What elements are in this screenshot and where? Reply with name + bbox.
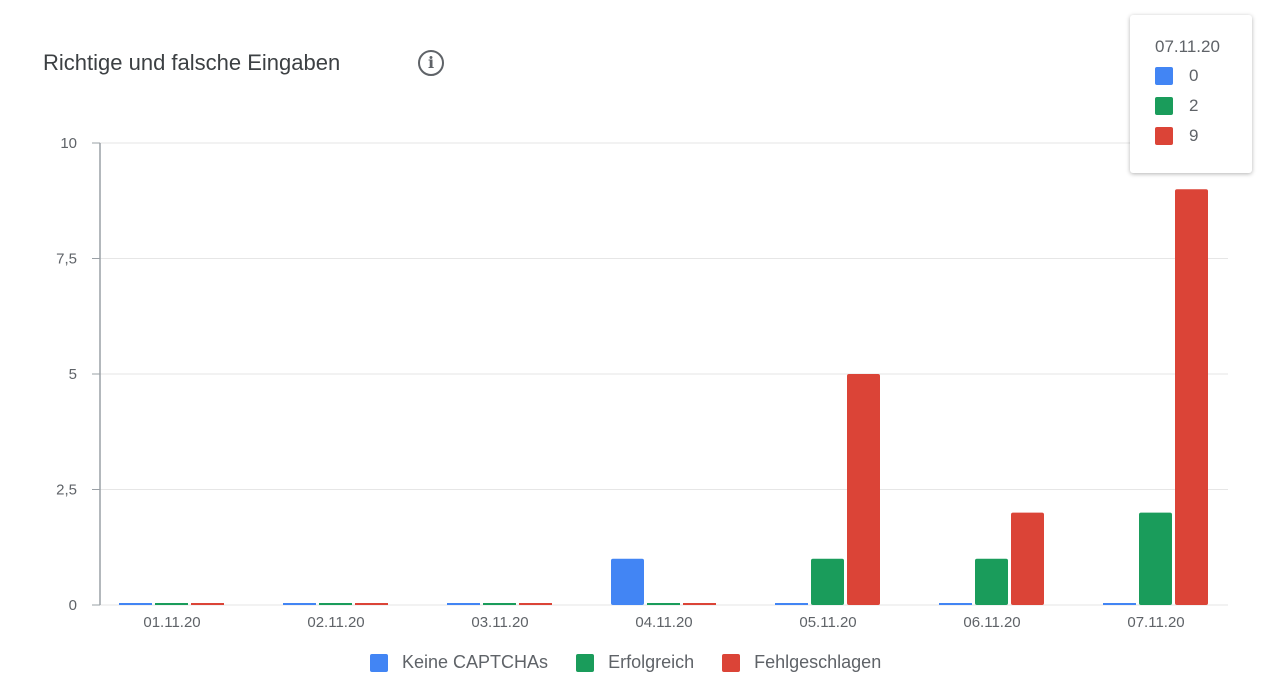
y-tick-label: 0 (69, 597, 77, 614)
legend-item-keine-captchas[interactable]: Keine CAPTCHAs (370, 652, 548, 673)
swatch-icon (576, 653, 595, 672)
tooltip-row-keine: 0 (1155, 61, 1252, 91)
bar-erfolgreich (647, 603, 680, 605)
legend-item-fehlgeschlagen[interactable]: Fehlgeschlagen (722, 652, 881, 673)
bar-erfolgreich (1139, 512, 1172, 605)
legend-label: Erfolgreich (608, 652, 695, 672)
bar-erfolgreich (155, 603, 188, 605)
bar-fehlgeschlagen (1011, 512, 1044, 605)
bar-erfolgreich (811, 558, 844, 605)
x-tick-label: 04.11.20 (635, 614, 692, 631)
bar-fehlgeschlagen (847, 374, 880, 605)
bar-fehlgeschlagen (1175, 189, 1208, 605)
x-tick-label: 01.11.20 (143, 614, 200, 631)
bar-erfolgreich (483, 603, 516, 605)
y-tick-label: 7,5 (56, 251, 77, 268)
bar-fehlgeschlagen (683, 603, 716, 605)
swatch-icon (1155, 97, 1173, 115)
info-icon[interactable]: i (418, 50, 444, 76)
bar-fehlgeschlagen (355, 603, 388, 605)
bar-keine-captchas (447, 603, 480, 605)
tooltip-value: 2 (1189, 96, 1199, 115)
swatch-icon (1155, 67, 1173, 85)
tooltip-row-erfolgreich: 2 (1155, 91, 1252, 121)
tooltip-row-fehlgeschlagen: 9 (1155, 121, 1252, 151)
y-tick-label: 10 (60, 135, 77, 152)
legend: Keine CAPTCHAs Erfolgreich Fehlgeschlage… (370, 652, 909, 673)
x-tick-label: 02.11.20 (307, 614, 364, 631)
bar-erfolgreich (319, 603, 352, 605)
legend-item-erfolgreich[interactable]: Erfolgreich (576, 652, 694, 673)
x-tick-label: 05.11.20 (799, 614, 856, 631)
x-tick-label: 06.11.20 (963, 614, 1020, 631)
tooltip-date: 07.11.20 (1155, 37, 1220, 56)
bar-keine-captchas (611, 558, 644, 605)
bar-keine-captchas (775, 603, 808, 605)
tooltip-value: 0 (1189, 66, 1199, 85)
tooltip: 07.11.20 0 2 9 (1130, 15, 1252, 173)
legend-label: Fehlgeschlagen (754, 652, 882, 672)
tooltip-value: 9 (1189, 126, 1199, 145)
swatch-icon (370, 653, 388, 672)
x-tick-label: 07.11.20 (1127, 614, 1184, 631)
bar-keine-captchas (119, 603, 152, 605)
legend-label: Keine CAPTCHAs (402, 652, 549, 672)
bar-keine-captchas (283, 603, 316, 605)
bar-erfolgreich (975, 558, 1008, 605)
y-tick-label: 5 (69, 366, 77, 383)
x-tick-label: 03.11.20 (471, 614, 528, 631)
y-tick-label: 2,5 (56, 482, 77, 499)
bar-keine-captchas (939, 603, 972, 605)
bar-fehlgeschlagen (519, 603, 552, 605)
swatch-icon (722, 653, 741, 672)
chart-title: Richtige und falsche Eingaben (43, 50, 341, 75)
bar-keine-captchas (1103, 603, 1136, 605)
swatch-icon (1155, 127, 1173, 145)
bar-fehlgeschlagen (191, 603, 224, 605)
